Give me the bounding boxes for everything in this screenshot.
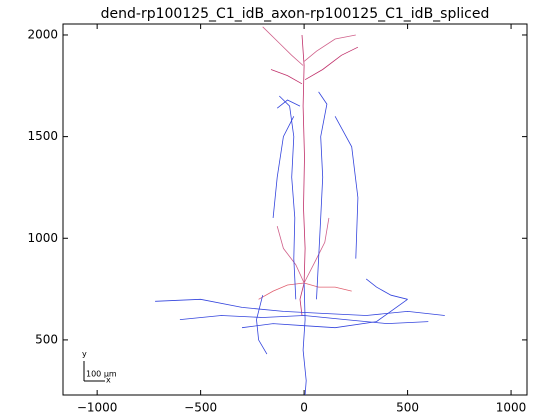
neuron-trace xyxy=(302,282,307,396)
neuron-trace xyxy=(179,315,429,325)
y-tick-label: 1500 xyxy=(27,129,58,143)
x-tick-label: 0 xyxy=(300,401,308,415)
y-tick-label: 500 xyxy=(35,332,58,346)
neuron-trace xyxy=(303,34,356,62)
neuron-trace xyxy=(258,282,305,300)
neuron-trace xyxy=(316,91,328,300)
chart-title: dend-rp100125_C1_idB_axon-rp100125_C1_id… xyxy=(101,6,490,22)
neuron-trace xyxy=(241,298,408,329)
neuron-trace xyxy=(276,225,305,284)
scale-x-label: x xyxy=(106,376,111,385)
neuron-trace xyxy=(276,99,301,109)
neuron-trace xyxy=(303,282,352,292)
neuron-trace xyxy=(299,282,305,316)
x-tick-label: −500 xyxy=(184,401,217,415)
x-tick-label: 500 xyxy=(396,401,419,415)
neuron-trace xyxy=(365,278,408,300)
axes-frame xyxy=(62,23,528,396)
neuron-trace xyxy=(301,34,306,284)
scale-length-label: 100 μm xyxy=(86,370,117,379)
x-tick-label: 1000 xyxy=(496,401,527,415)
neuron-trace xyxy=(334,116,359,259)
neuron-trace xyxy=(262,26,304,66)
neuron-trace xyxy=(155,298,445,316)
y-tick-label: 1000 xyxy=(27,231,58,245)
neuron-trace xyxy=(279,95,297,300)
neuron-trace xyxy=(272,116,295,218)
neuron-trace xyxy=(304,46,359,81)
scale-y-label: y xyxy=(82,350,87,359)
neuron-trace xyxy=(270,69,303,85)
neuron-trace xyxy=(303,217,330,284)
y-tick-label: 2000 xyxy=(27,27,58,41)
x-tick-label: −1000 xyxy=(77,401,118,415)
neuron-trace xyxy=(256,295,268,355)
